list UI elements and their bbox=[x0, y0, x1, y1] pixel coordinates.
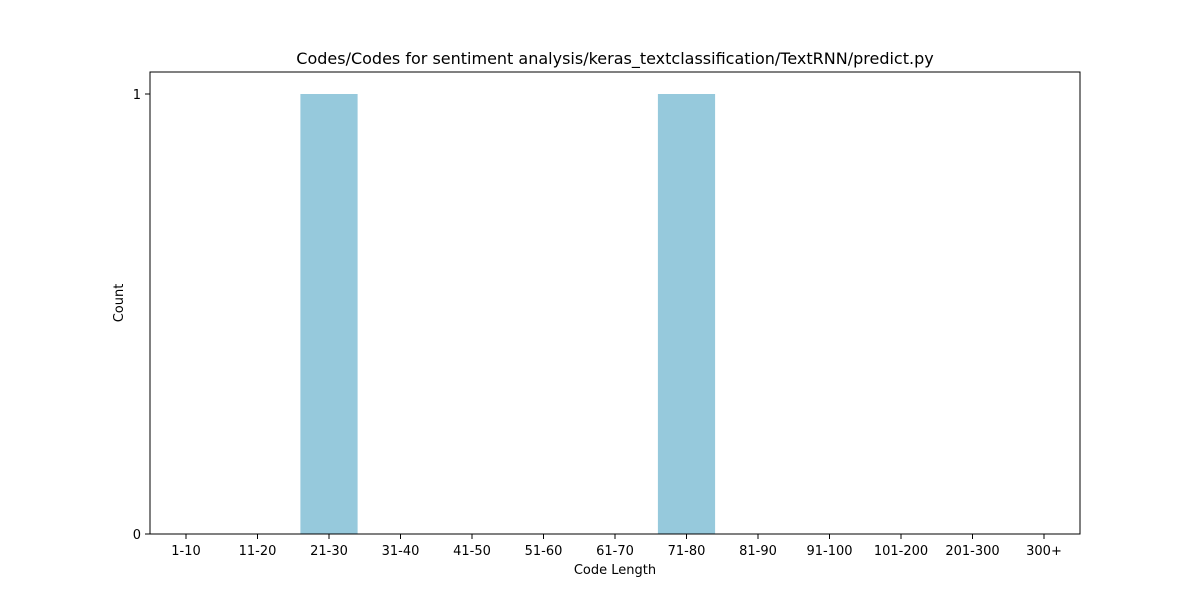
bars-group bbox=[300, 94, 716, 534]
x-tick-label: 51-60 bbox=[525, 544, 563, 559]
y-axis-label: Count bbox=[112, 284, 127, 323]
x-tick-label: 1-10 bbox=[171, 544, 201, 559]
x-tick-label: 201-300 bbox=[945, 544, 999, 559]
x-tick-label: 21-30 bbox=[310, 544, 348, 559]
chart-title: Codes/Codes for sentiment analysis/keras… bbox=[296, 49, 933, 69]
x-tick-label: 31-40 bbox=[382, 544, 420, 559]
y-tick-label: 1 bbox=[133, 88, 141, 103]
x-tick-label: 71-80 bbox=[668, 544, 706, 559]
x-tick-label: 11-20 bbox=[239, 544, 277, 559]
x-tick-label: 61-70 bbox=[596, 544, 634, 559]
x-axis-ticks: 1-10 11-20 21-30 31-40 41-50 51-60 61-70 71-80 8… bbox=[171, 534, 1062, 559]
plot-frame bbox=[149, 71, 1081, 535]
x-tick-label: 300+ bbox=[1026, 544, 1062, 559]
x-tick-label: 41-50 bbox=[453, 544, 491, 559]
x-tick-label: 91-100 bbox=[806, 544, 852, 559]
bar-71-80 bbox=[657, 94, 716, 534]
x-tick-label: 81-90 bbox=[739, 544, 777, 559]
y-axis-ticks: 01 bbox=[133, 88, 150, 543]
bar-21-30 bbox=[300, 94, 358, 534]
y-tick-label: 0 bbox=[133, 528, 141, 543]
x-tick-label: 101-200 bbox=[874, 544, 928, 559]
x-axis-label: Code Length bbox=[574, 563, 656, 578]
